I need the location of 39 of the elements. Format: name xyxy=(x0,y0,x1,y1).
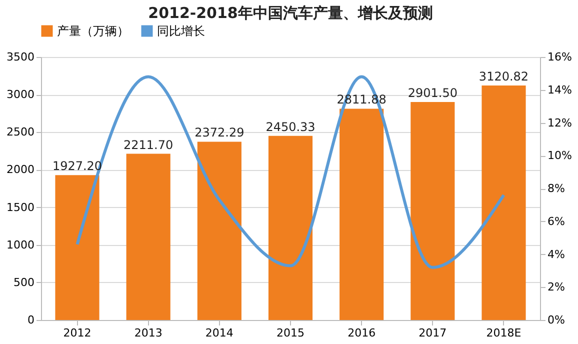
y-tick-label: 2000 xyxy=(6,163,34,176)
x-tick-label: 2016 xyxy=(348,326,376,340)
y-tick-label: 1500 xyxy=(6,200,34,214)
y2-tick-label: 6% xyxy=(548,214,565,228)
y2-tick-label: 12% xyxy=(548,116,572,130)
legend-label: 同比增长 xyxy=(157,24,205,38)
bar xyxy=(482,85,526,320)
y2-tick-label: 0% xyxy=(548,314,565,326)
x-tick-label: 2018E xyxy=(486,326,522,340)
bar xyxy=(197,142,242,320)
y-tick-label: 3500 xyxy=(6,50,34,64)
data-label: 2211.70 xyxy=(124,138,174,152)
data-label: 2901.50 xyxy=(408,86,458,100)
bar xyxy=(55,175,100,320)
legend-label: 产量（万辆） xyxy=(57,24,129,38)
bar xyxy=(340,108,384,320)
y-tick-label: 0 xyxy=(28,314,34,326)
x-tick-label: 2017 xyxy=(418,326,447,340)
chart-title: 2012-2018年中国汽车产量、增长及预测 xyxy=(148,4,433,22)
y2-tick-label: 2% xyxy=(548,280,565,294)
y-tick-label: 3000 xyxy=(6,88,34,102)
data-label: 2372.29 xyxy=(194,126,244,140)
x-tick-label: 2013 xyxy=(134,326,162,340)
bar xyxy=(126,154,170,320)
y2-tick-label: 14% xyxy=(548,83,572,96)
bar xyxy=(410,102,455,320)
x-tick-label: 2015 xyxy=(276,326,304,340)
y2-tick-label: 4% xyxy=(548,248,565,261)
y-tick-label: 500 xyxy=(14,276,34,289)
y-tick-label: 1000 xyxy=(6,238,34,252)
x-tick-label: 2014 xyxy=(205,326,234,340)
y2-tick-label: 8% xyxy=(548,182,565,195)
y2-tick-label: 16% xyxy=(548,50,572,64)
bar xyxy=(268,136,313,320)
data-label: 3120.82 xyxy=(478,69,529,84)
y2-tick-label: 10% xyxy=(548,149,572,162)
x-tick-label: 2012 xyxy=(63,326,92,340)
data-label: 2450.33 xyxy=(266,120,316,134)
y-tick-label: 2500 xyxy=(6,126,34,139)
